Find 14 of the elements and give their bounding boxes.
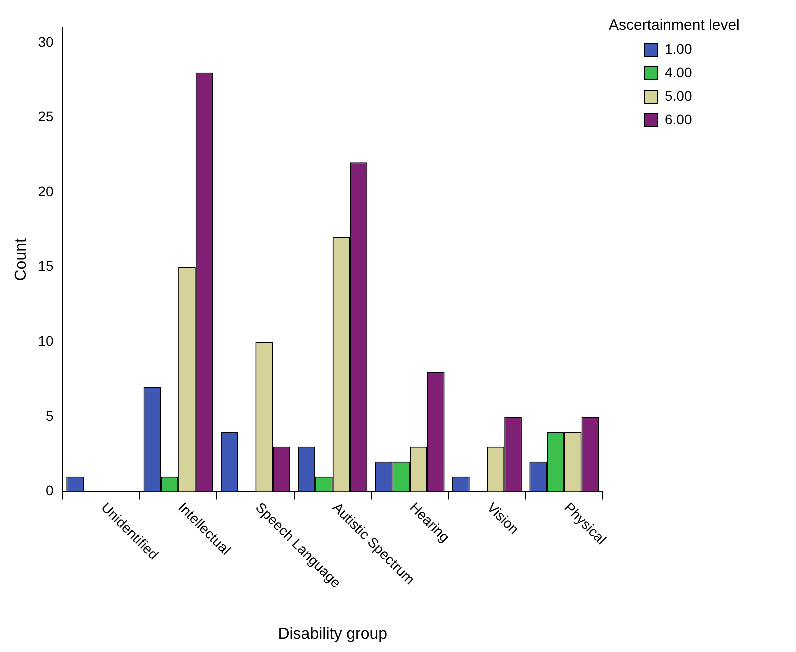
y-tick-label: 30 bbox=[38, 34, 54, 50]
x-axis-title: Disability group bbox=[278, 626, 388, 643]
y-tick-label: 20 bbox=[38, 183, 54, 200]
y-tick-label: 15 bbox=[38, 258, 54, 274]
legend-label: 1.00 bbox=[665, 40, 692, 57]
y-tick-label: 25 bbox=[38, 108, 54, 125]
legend-title: Ascertainment level bbox=[609, 17, 740, 34]
y-tick-label: 10 bbox=[38, 333, 54, 350]
y-axis-title: Count bbox=[13, 238, 30, 282]
legend-label: 5.00 bbox=[665, 88, 692, 104]
y-tick-label: 0 bbox=[46, 482, 54, 499]
legend-label: 6.00 bbox=[665, 111, 692, 128]
legend-label: 4.00 bbox=[665, 64, 692, 80]
y-tick-label: 5 bbox=[46, 408, 54, 424]
